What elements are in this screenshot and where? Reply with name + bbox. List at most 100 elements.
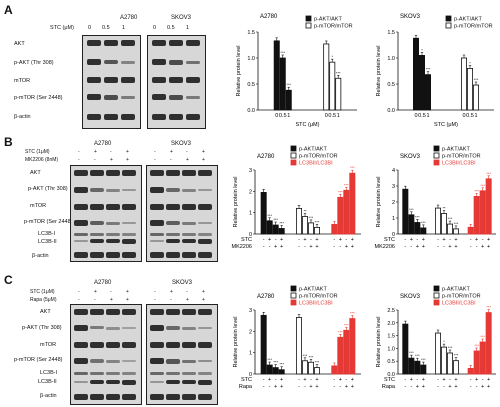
bar [308,222,315,235]
significance-mark: *** [273,217,278,222]
x-sign: - [482,237,484,243]
significance-mark: *** [474,343,479,348]
x-row-label: Rapa [239,384,253,390]
bar [479,190,486,235]
bar [278,369,285,375]
y-tick-label: 1 [249,211,252,217]
x-sign: - [333,244,335,250]
legend-label: LC3BII/LC3BI [442,161,476,167]
bar [279,57,286,111]
x-sign: - [310,237,312,243]
significance-mark: *** [409,207,414,212]
x-sign: - [443,244,445,250]
blot-b-row-6: LC3B-II [38,239,57,245]
treatment-sign: - [154,289,156,295]
treatment-sign: + [170,289,173,295]
treatment-sign: - [78,149,80,155]
x-sign: - [310,377,312,383]
bar [485,178,492,235]
x-tick-label: 0.5 [279,113,287,119]
x-sign: - [345,377,347,383]
bar [441,346,448,375]
x-sign: - [404,237,406,243]
x-sign: + [339,237,342,243]
x-axis-label: STC (μM) [434,122,458,128]
significance-mark: *** [315,360,320,365]
blot-a-cell-1: A2780 [120,15,138,21]
x-sign: - [416,377,418,383]
legend-label: p-AKT/AKT [442,147,470,153]
bar [337,336,344,375]
treatment-sign: + [126,289,129,295]
y-tick-label: 1.5 [247,30,255,36]
bar [408,357,415,375]
x-sign: - [437,237,439,243]
blot-b-cell-2: SKOV3 [171,141,192,147]
treatment-sign: - [154,297,156,303]
bar [314,226,321,235]
legend-label: LC3BII/LC3BI [442,301,476,307]
significance-mark: *** [409,350,414,355]
bar [435,207,442,235]
blot-a-treat-v4: 0 [153,25,157,31]
treatment-sign: - [94,157,96,163]
blot-b-row-3: mTOR [30,203,47,209]
blot-a-treat-v1: 0 [88,25,92,31]
x-sign: + [422,237,425,243]
legend-swatch [433,152,440,159]
x-sign: + [487,244,490,250]
x-sign: + [339,377,342,383]
blot-a-treat-v6: 1 [186,25,190,31]
blot-b-row-1: AKT [30,170,41,176]
significance-mark: * [443,339,445,344]
bar [435,332,442,375]
bar [479,341,486,375]
bar [335,77,342,111]
x-sign: - [470,244,472,250]
legend-swatch [290,285,297,292]
significance-mark: *** [480,334,485,339]
x-sign: - [333,384,335,390]
blot-a-row-3: mTOR [14,78,31,84]
legend-label: p-AKT/AKT [299,287,327,293]
blot-a-row-1: AKT [14,41,25,47]
blot-c-cell-1: A2780 [94,280,112,286]
y-tick-label: 3 [392,184,395,190]
x-tick-label: 1 [426,113,429,119]
x-sign: + [475,237,478,243]
x-sign: + [280,244,283,250]
y-tick-label: 2 [392,200,395,206]
x-sign: - [437,384,439,390]
legend-label: LC3BII/LC3BI [299,301,333,307]
significance-mark: *** [344,182,349,187]
x-sign: - [304,244,306,250]
legend-label: p-mTOR/mTOR [442,154,481,160]
x-tick-label: 1 [337,113,340,119]
significance-mark: *** [415,353,420,358]
significance-mark: *** [421,357,426,362]
legend-swatch [290,159,297,166]
bar [349,318,356,375]
treatment-sign: + [202,289,205,295]
blot-b-treat-2-label: MK2206 (8nM) [25,157,59,163]
treatment-sign: - [154,157,156,163]
significance-mark: *** [279,220,284,225]
legend-swatch [433,159,440,166]
significance-mark: *** [286,82,291,87]
y-tick-label: 3 [249,308,252,314]
legend-swatch [433,292,440,299]
bar [285,89,292,111]
y-tick-label: 1.0 [387,56,395,62]
x-sign: + [422,377,425,383]
bar [329,61,336,111]
y-tick-label: 0.0 [387,372,395,378]
blot-c-row-6: LC3B-II [38,379,57,385]
y-tick-label: 2 [249,329,252,335]
significance-mark: *** [350,311,355,316]
bar [266,220,273,235]
bar [453,360,460,375]
